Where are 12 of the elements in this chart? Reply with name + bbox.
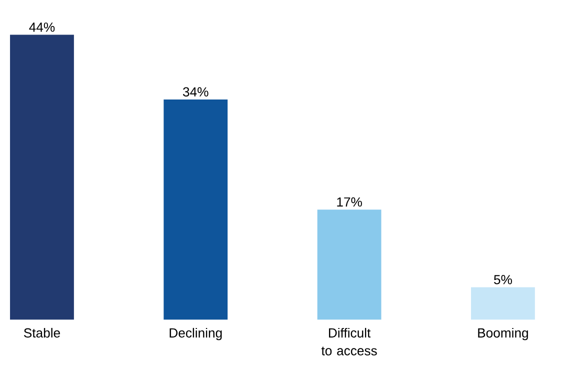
x-tick-label: Difficult to access [321,328,377,356]
data-label: 5% [494,275,512,284]
bar [317,210,382,320]
x-tick-label: Booming [478,328,528,340]
x-tick-label: Declining [170,328,222,340]
x-tick-label: Stable [24,328,60,338]
bar [470,287,535,320]
data-label: 17% [337,197,362,207]
bar [164,100,228,320]
bar [10,34,74,320]
data-label: 44% [29,22,55,32]
data-label: 34% [183,87,208,97]
